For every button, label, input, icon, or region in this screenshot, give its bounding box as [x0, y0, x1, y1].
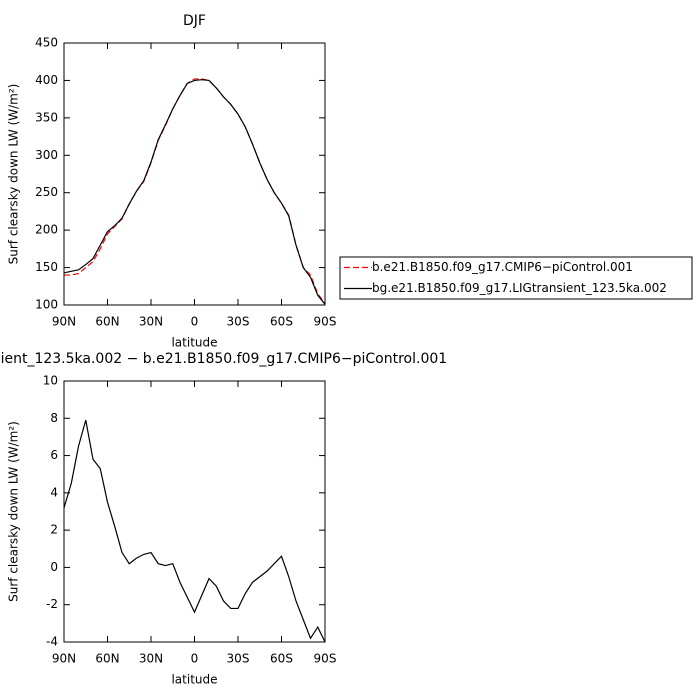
- y-tick-label: 300: [35, 148, 58, 162]
- y-tick-label: 200: [35, 223, 58, 237]
- chart-title: LIGtransient_123.5ka.002 − b.e21.B1850.f…: [0, 351, 447, 367]
- legend-label: bg.e21.B1850.f09_g17.LIGtransient_123.5k…: [372, 281, 667, 295]
- y-tick-label: 10: [43, 374, 58, 388]
- y-tick-label: 400: [35, 73, 58, 87]
- y-axis-label: Surf clearsky down LW (W/m²): [7, 84, 21, 265]
- y-tick-label: -4: [46, 635, 58, 649]
- x-tick-label: 30N: [139, 652, 163, 666]
- y-tick-label: 4: [50, 485, 58, 499]
- y-tick-label: 350: [35, 110, 58, 124]
- plot-frame: [63, 380, 326, 643]
- x-tick-label: 30N: [139, 315, 163, 329]
- x-tick-label: 30S: [227, 315, 250, 329]
- legend-label: b.e21.B1850.f09_g17.CMIP6−piControl.001: [372, 260, 633, 274]
- y-tick-label: 8: [50, 411, 58, 425]
- y-tick-label: 0: [50, 560, 58, 574]
- y-tick-label: 250: [35, 185, 58, 199]
- x-tick-label: 90S: [314, 652, 337, 666]
- x-tick-label: 90N: [52, 315, 76, 329]
- y-axis-label: Surf clearsky down LW (W/m²): [7, 421, 21, 602]
- y-tick-label: 450: [35, 36, 58, 50]
- series-line: [64, 78, 325, 304]
- x-tick-label: 30S: [227, 652, 250, 666]
- x-tick-label: 90S: [314, 315, 337, 329]
- x-tick-label: 60S: [270, 652, 293, 666]
- y-tick-label: 150: [35, 260, 58, 274]
- x-axis-label: latitude: [171, 336, 217, 350]
- y-tick-label: 2: [50, 523, 58, 537]
- series-line: [64, 419, 325, 642]
- y-tick-label: 100: [35, 298, 58, 312]
- series-line: [64, 79, 325, 305]
- x-axis-label: latitude: [171, 673, 217, 687]
- legend-box: [339, 256, 693, 300]
- x-tick-label: 0: [191, 315, 199, 329]
- x-tick-label: 60N: [95, 315, 119, 329]
- plot-frame: [63, 42, 326, 306]
- y-tick-label: 6: [50, 448, 58, 462]
- x-tick-label: 60N: [95, 652, 119, 666]
- y-tick-label: -2: [46, 597, 58, 611]
- x-tick-label: 0: [191, 652, 199, 666]
- x-tick-label: 90N: [52, 652, 76, 666]
- x-tick-label: 60S: [270, 315, 293, 329]
- chart-title: DJF: [183, 13, 206, 29]
